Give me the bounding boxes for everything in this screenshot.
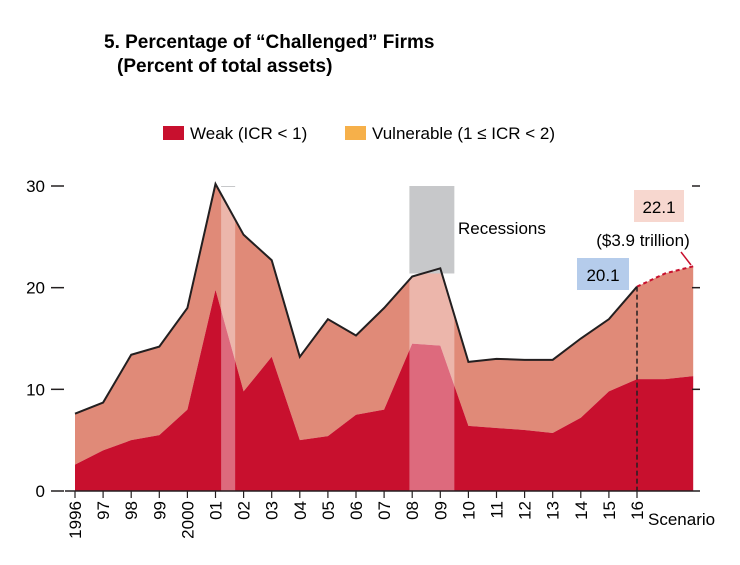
legend-swatch-vulnerable: [345, 126, 366, 140]
callout-pointer: [680, 251, 692, 266]
y-tick-label-20: 20: [26, 279, 45, 298]
x-tick-label-03: 03: [263, 501, 282, 520]
legend-label-weak: Weak (ICR < 1): [190, 124, 307, 143]
x-tick-label-07: 07: [375, 501, 394, 520]
y-tick-label-10: 10: [26, 380, 45, 399]
x-tick-label-1996: 1996: [66, 501, 85, 539]
callout-value-scenario: 22.1: [642, 198, 675, 217]
legend-label-vulnerable: Vulnerable (1 ≤ ICR < 2): [372, 124, 555, 143]
x-tick-label-15: 15: [600, 501, 619, 520]
x-tick-label-01: 01: [207, 501, 226, 520]
chart-title: 5. Percentage of “Challenged” Firms: [104, 32, 434, 53]
area-vulnerable: [75, 183, 694, 465]
recession-cap-1: [221, 186, 236, 187]
recession-cap-2: [409, 186, 455, 274]
recession-band-1: [221, 186, 236, 491]
area-weak: [75, 289, 694, 491]
x-tick-label-10: 10: [459, 501, 478, 520]
x-tick-label-09: 09: [431, 501, 450, 520]
callout-sub-scenario: ($3.9 trillion): [596, 231, 690, 250]
callout-value-2016: 20.1: [586, 266, 619, 285]
y-tick-label-30: 30: [26, 177, 45, 196]
x-tick-label-13: 13: [544, 501, 563, 520]
x-tick-label-99: 99: [150, 501, 169, 520]
chart-subtitle: (Percent of total assets): [117, 56, 332, 77]
callout-box-2016: [577, 258, 629, 290]
x-tick-label-04: 04: [291, 501, 310, 520]
x-tick-label-06: 06: [347, 501, 366, 520]
x-tick-label-12: 12: [516, 501, 535, 520]
callout-box-scenario: [634, 190, 684, 222]
recessions-label: Recessions: [458, 219, 546, 238]
x-tick-label-11: 11: [488, 501, 507, 519]
x-tick-label-98: 98: [122, 501, 141, 520]
x-scenario-label: Scenario: [648, 510, 715, 529]
x-tick-label-05: 05: [319, 501, 338, 520]
x-tick-label-14: 14: [572, 501, 591, 520]
x-tick-label-97: 97: [94, 501, 113, 520]
x-tick-label-16: 16: [628, 501, 647, 520]
plot-area: 0 10 20 30 1996 97 98 99 2000 01 02 03 04 05 06 07 08 09 1…: [26, 177, 700, 539]
x-tick-label-08: 08: [403, 501, 422, 520]
x-tick-label-02: 02: [235, 501, 254, 520]
x-tick-label-2000: 2000: [178, 501, 197, 539]
y-tick-label-0: 0: [36, 482, 45, 501]
total-line: [74, 181, 638, 415]
legend-swatch-weak: [163, 126, 184, 140]
scenario-line: [636, 265, 694, 288]
